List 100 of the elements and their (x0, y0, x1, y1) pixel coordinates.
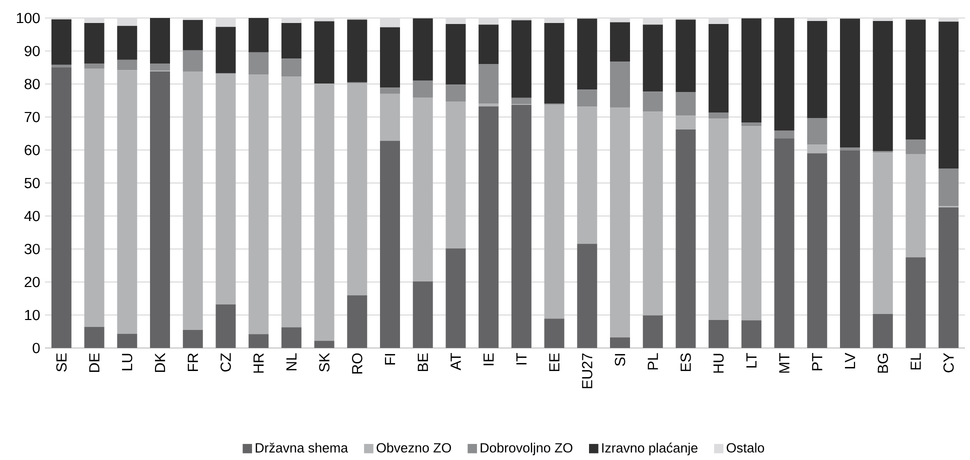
bar (478, 24, 499, 64)
bar (412, 80, 433, 98)
legend-label: Obvezno ZO (376, 442, 452, 453)
bar (807, 153, 828, 348)
bar (281, 23, 302, 59)
bar (577, 106, 598, 244)
x-tick-label: SK (319, 352, 330, 372)
bar (774, 18, 794, 131)
bar (906, 257, 926, 348)
legend-label: Izravno plaćanje (602, 442, 698, 456)
bar (51, 68, 72, 348)
bar (642, 24, 663, 92)
x-tick-label: FR (188, 353, 198, 372)
bar (248, 52, 269, 75)
bar (117, 26, 138, 60)
bar (774, 130, 794, 139)
bar (610, 108, 630, 338)
bar (281, 327, 302, 348)
y-tick-label: 40 (24, 210, 40, 222)
bar (84, 64, 104, 69)
bar (347, 20, 368, 82)
bar (314, 84, 334, 341)
bar (216, 26, 236, 74)
bar (51, 19, 72, 65)
bar (610, 338, 630, 348)
x-tick-label: DE (89, 353, 100, 372)
bar (544, 23, 564, 104)
bar (774, 138, 794, 348)
x-tick-label: ES (680, 353, 691, 372)
bar (577, 90, 598, 107)
bar (150, 64, 170, 71)
bar (544, 318, 564, 348)
legend-label: Ostalo (726, 442, 764, 453)
bar (840, 148, 860, 150)
bar (741, 126, 762, 320)
y-tick-label: 80 (24, 78, 40, 90)
y-tick-label: 100 (16, 12, 40, 24)
bar (708, 24, 729, 113)
x-tick-label: EU27 (582, 354, 592, 388)
bar (281, 58, 302, 77)
bar (676, 116, 696, 130)
bar (248, 334, 269, 348)
bar (938, 22, 959, 169)
bar (478, 104, 499, 107)
bar (741, 18, 762, 123)
bar (380, 88, 400, 94)
bar (938, 168, 959, 206)
x-tick-label: IE (484, 353, 494, 366)
bar (741, 122, 762, 126)
bar (412, 281, 433, 348)
x-tick-label: NL (286, 353, 296, 370)
bar (182, 72, 203, 330)
y-tick-label: 60 (24, 144, 40, 156)
x-tick-label: MT (779, 353, 790, 373)
bar (478, 64, 499, 104)
y-tick-label: 70 (24, 112, 40, 122)
legend-label: Dobrovoljno ZO (480, 442, 572, 456)
x-tick-label: PT (812, 353, 822, 370)
bar (642, 315, 663, 348)
bar (544, 104, 564, 319)
bar (51, 64, 72, 68)
bar (708, 118, 729, 320)
bar (347, 83, 368, 296)
bar (708, 112, 729, 119)
bar (380, 140, 400, 348)
bar (741, 320, 762, 348)
y-tick-label: 20 (24, 276, 40, 288)
x-tick-label: LV (844, 352, 856, 368)
bar (446, 248, 466, 348)
y-tick-label: 0 (32, 342, 40, 354)
bar (446, 84, 466, 102)
bar (84, 23, 104, 64)
x-tick-label: LU (122, 354, 132, 370)
bar (150, 18, 170, 64)
bar (182, 330, 203, 348)
bar (840, 18, 860, 148)
y-tick-label: 10 (25, 310, 40, 320)
bar (84, 68, 104, 327)
bar (117, 334, 138, 348)
bar (117, 70, 138, 334)
x-tick-label: SI (614, 354, 626, 366)
bar (872, 21, 893, 152)
x-tick-label: LT (746, 353, 756, 368)
x-tick-label: BE (418, 353, 428, 372)
bar (216, 304, 236, 348)
bar (906, 140, 926, 154)
bar (216, 74, 236, 305)
bar (906, 154, 926, 258)
bar (676, 92, 696, 116)
legend-label: Državna shema (256, 442, 348, 453)
x-tick-label: HU (713, 354, 724, 373)
bar (84, 326, 104, 348)
bar (117, 60, 138, 70)
bar (314, 340, 334, 348)
bar (248, 74, 269, 334)
x-tick-label: FI (384, 354, 396, 365)
bar (412, 98, 433, 282)
x-tick-label: SE (56, 353, 67, 372)
bar (807, 144, 828, 154)
bar (938, 207, 959, 348)
